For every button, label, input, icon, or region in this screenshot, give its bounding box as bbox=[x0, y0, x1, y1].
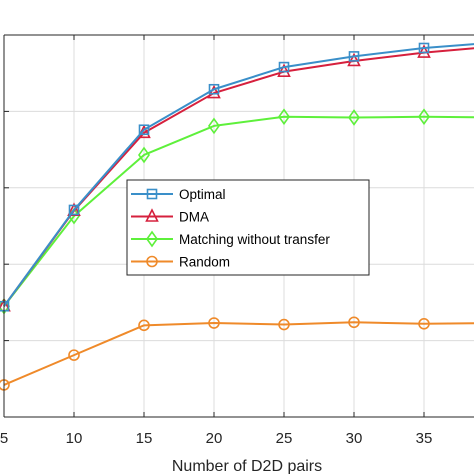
series-line-3 bbox=[3, 321, 474, 386]
x-axis-title: Number of D2D pairs bbox=[172, 458, 322, 474]
x-tick-label-2: 15 bbox=[136, 430, 153, 447]
series-0-point-2 bbox=[138, 124, 150, 136]
legend: Optimal DMA Matching without transfer Rando… bbox=[126, 179, 370, 276]
legend-label-1: DMA bbox=[179, 210, 209, 225]
series-1-point-3 bbox=[207, 84, 221, 99]
legend-label-2: Matching without transfer bbox=[179, 232, 330, 247]
series-3-point-4 bbox=[278, 318, 290, 331]
series-3-point-1 bbox=[68, 349, 80, 361]
series-3-point-6 bbox=[418, 317, 430, 330]
axes bbox=[3, 34, 474, 418]
x-tick-label-3: 20 bbox=[206, 430, 223, 447]
series-2-point-3 bbox=[208, 117, 220, 135]
x-tick-label-5: 30 bbox=[346, 430, 363, 447]
series-2-point-6 bbox=[418, 108, 430, 126]
series-0-point-5 bbox=[348, 51, 360, 62]
legend-label-3: Random bbox=[179, 255, 230, 270]
series-3-point-3 bbox=[208, 317, 220, 329]
x-tick-label-1: 10 bbox=[66, 430, 83, 447]
x-tick-label-4: 25 bbox=[276, 430, 293, 447]
series-2-point-4 bbox=[278, 108, 290, 126]
legend-marker-3 bbox=[146, 255, 158, 268]
legend-marker-0 bbox=[146, 188, 158, 200]
series-2-point-2 bbox=[138, 146, 150, 164]
legend-box bbox=[126, 179, 370, 276]
legend-marker-1 bbox=[145, 208, 159, 222]
series-0-point-3 bbox=[208, 83, 220, 95]
series-lines bbox=[0, 42, 474, 391]
x-tick-label-6: 35 bbox=[416, 430, 433, 447]
series-line-2 bbox=[3, 115, 474, 307]
series-3-point-2 bbox=[138, 319, 150, 332]
series-0-point-6 bbox=[418, 42, 430, 54]
series-2-point-5 bbox=[348, 109, 360, 126]
series-3-point-5 bbox=[348, 316, 360, 329]
legend-marker-2 bbox=[146, 230, 158, 248]
series-0-point-1 bbox=[68, 204, 80, 216]
series-0-point-4 bbox=[278, 61, 290, 73]
series-line-0 bbox=[3, 43, 474, 307]
series-1-point-5 bbox=[347, 52, 361, 67]
tick-labels: 5 10 15 20 25 30 35 bbox=[0, 430, 432, 447]
series-0 bbox=[0, 42, 474, 312]
series-3 bbox=[0, 316, 474, 391]
x-tick-label-0: 5 bbox=[0, 430, 8, 447]
series-1-point-6 bbox=[417, 44, 431, 58]
legend-label-0: Optimal bbox=[179, 187, 226, 202]
series-1-point-4 bbox=[277, 63, 291, 77]
